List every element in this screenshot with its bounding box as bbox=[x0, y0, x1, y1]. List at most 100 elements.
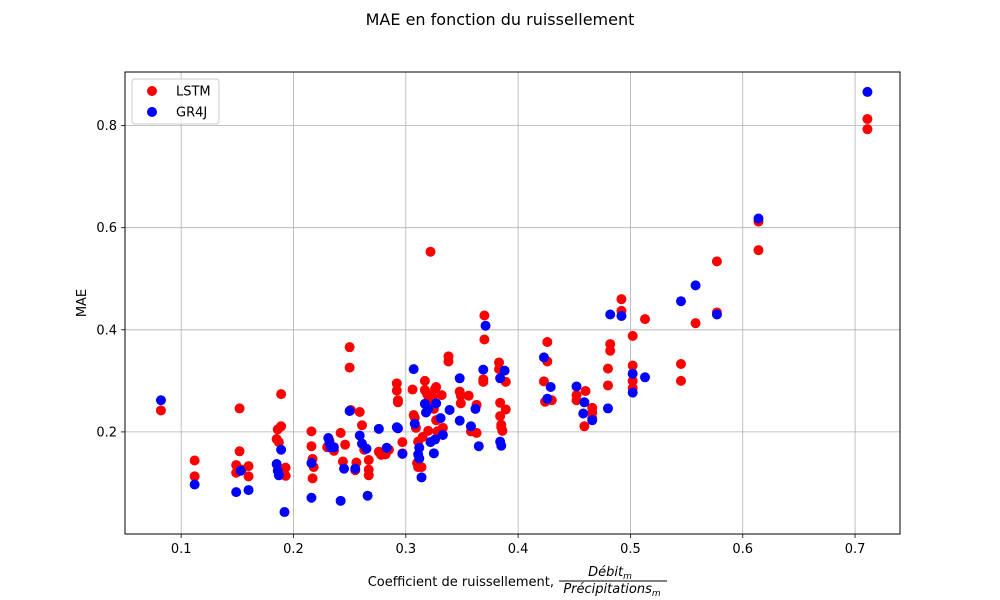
data-point-gr4j bbox=[335, 495, 346, 506]
y-tick-label: 0.8 bbox=[96, 119, 117, 134]
data-point-lstm bbox=[416, 462, 427, 473]
data-point-gr4j bbox=[428, 448, 439, 459]
data-point-gr4j bbox=[231, 487, 242, 498]
data-point-lstm bbox=[243, 471, 254, 482]
data-point-lstm bbox=[495, 397, 506, 408]
data-point-gr4j bbox=[373, 423, 384, 434]
data-point-lstm bbox=[471, 427, 482, 438]
data-point-lstm bbox=[571, 395, 582, 406]
data-point-lstm bbox=[753, 245, 764, 256]
data-point-gr4j bbox=[381, 442, 392, 453]
data-point-lstm bbox=[602, 363, 613, 374]
data-point-lstm bbox=[455, 398, 466, 409]
data-point-lstm bbox=[344, 362, 355, 373]
data-point-gr4j bbox=[538, 352, 549, 363]
data-point-lstm bbox=[587, 407, 598, 418]
data-point-gr4j bbox=[605, 309, 616, 320]
data-point-gr4j bbox=[306, 458, 317, 469]
x-tick-label: 0.1 bbox=[171, 542, 192, 557]
data-point-gr4j bbox=[235, 465, 246, 476]
plot-frame bbox=[124, 71, 901, 535]
legend-marker-gr4j bbox=[147, 107, 157, 117]
data-point-gr4j bbox=[587, 415, 598, 426]
data-point-gr4j bbox=[414, 453, 425, 464]
data-point-gr4j bbox=[414, 442, 425, 453]
grid bbox=[125, 72, 900, 534]
x-axis-label-numerator: Débitm bbox=[588, 565, 632, 582]
data-point-lstm bbox=[234, 446, 245, 457]
x-axis-label-denominator: Précipitationsm bbox=[563, 582, 661, 599]
data-point-gr4j bbox=[711, 309, 722, 320]
data-point-lstm bbox=[862, 113, 873, 124]
data-point-lstm bbox=[580, 386, 591, 397]
data-point-lstm bbox=[354, 406, 365, 417]
data-point-lstm bbox=[423, 425, 434, 436]
y-axis-ticks: 0.2 0.4 0.6 0.8 bbox=[96, 119, 125, 440]
data-point-gr4j bbox=[862, 86, 873, 97]
data-point-lstm bbox=[497, 425, 508, 436]
data-point-lstm bbox=[392, 397, 403, 408]
data-point-gr4j bbox=[430, 434, 440, 445]
x-tick-label: 0.6 bbox=[732, 542, 753, 557]
data-point-lstm bbox=[344, 342, 355, 353]
data-point-gr4j bbox=[392, 423, 403, 434]
data-point-gr4j bbox=[578, 408, 589, 419]
data-point-gr4j bbox=[473, 441, 484, 452]
data-point-gr4j bbox=[496, 440, 507, 451]
data-point-lstm bbox=[189, 455, 200, 466]
data-point-lstm bbox=[711, 256, 722, 267]
data-point-lstm bbox=[335, 427, 346, 438]
chart-title: MAE en fonction du ruissellement bbox=[366, 10, 635, 29]
data-point-lstm bbox=[155, 405, 166, 416]
data-point-lstm bbox=[436, 390, 447, 401]
data-point-lstm bbox=[425, 246, 436, 257]
data-point-gr4j bbox=[478, 364, 489, 375]
data-point-gr4j bbox=[243, 485, 254, 496]
data-point-gr4j bbox=[276, 444, 287, 455]
data-point-gr4j bbox=[571, 381, 582, 392]
data-point-gr4j bbox=[616, 311, 627, 322]
data-point-gr4j bbox=[640, 372, 651, 383]
data-point-gr4j bbox=[499, 365, 510, 376]
y-tick-label: 0.2 bbox=[96, 425, 117, 440]
data-point-lstm bbox=[306, 426, 317, 437]
data-point-gr4j bbox=[431, 398, 442, 409]
data-point-lstm bbox=[276, 389, 287, 400]
data-point-lstm bbox=[363, 464, 374, 475]
data-point-lstm bbox=[307, 473, 318, 484]
data-point-gr4j bbox=[397, 448, 408, 459]
y-tick-label: 0.4 bbox=[96, 323, 117, 338]
data-point-lstm bbox=[675, 359, 686, 370]
data-point-gr4j bbox=[495, 373, 506, 384]
data-point-gr4j bbox=[416, 472, 427, 483]
data-point-lstm bbox=[579, 421, 590, 432]
data-points bbox=[155, 86, 873, 518]
data-point-gr4j bbox=[470, 403, 481, 414]
data-point-gr4j bbox=[155, 395, 166, 406]
data-point-lstm bbox=[500, 404, 511, 415]
data-point-gr4j bbox=[409, 418, 420, 429]
data-point-lstm bbox=[273, 437, 284, 448]
legend: LSTM GR4J bbox=[131, 78, 220, 125]
data-point-lstm bbox=[234, 403, 245, 414]
data-point-lstm bbox=[690, 318, 701, 329]
data-point-gr4j bbox=[579, 397, 590, 408]
legend-label-lstm: LSTM bbox=[176, 85, 211, 100]
data-point-lstm bbox=[862, 124, 873, 135]
data-point-gr4j bbox=[627, 387, 638, 398]
y-axis-label: MAE bbox=[75, 289, 90, 317]
data-point-lstm bbox=[542, 337, 553, 348]
data-point-gr4j bbox=[189, 479, 200, 490]
data-point-lstm bbox=[189, 471, 200, 482]
data-point-gr4j bbox=[273, 470, 284, 481]
x-axis-label-prefix: Coefficient de ruissellement, bbox=[368, 575, 554, 590]
data-point-gr4j bbox=[423, 403, 434, 414]
data-point-lstm bbox=[306, 441, 317, 452]
data-point-gr4j bbox=[480, 320, 491, 331]
data-point-lstm bbox=[463, 390, 474, 401]
data-point-gr4j bbox=[675, 296, 686, 307]
data-point-lstm bbox=[478, 376, 489, 387]
data-point-lstm bbox=[397, 437, 408, 448]
data-point-gr4j bbox=[344, 405, 355, 416]
data-point-lstm bbox=[356, 420, 367, 431]
